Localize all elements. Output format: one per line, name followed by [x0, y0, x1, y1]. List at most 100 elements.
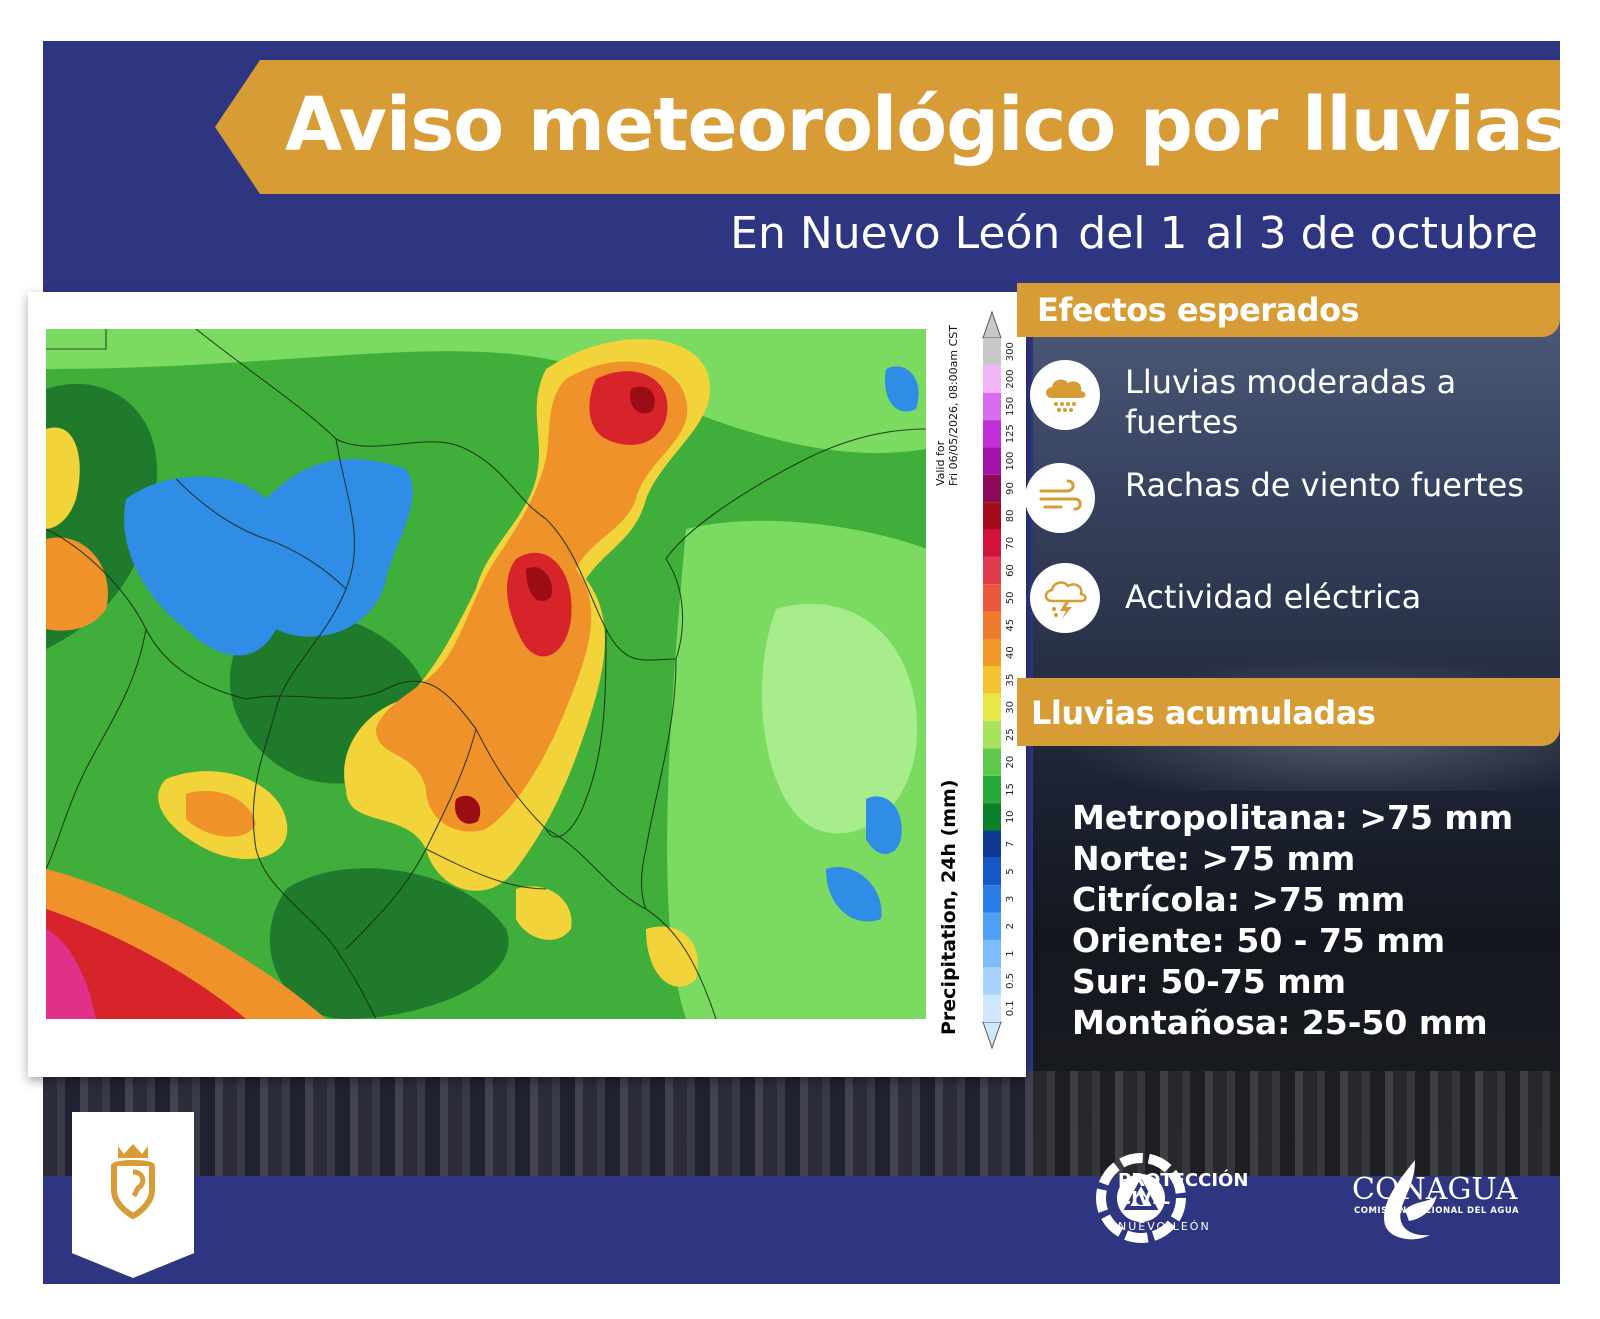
colorbar-swatch [983, 994, 1001, 1022]
map-orange-blob-west-inner [186, 790, 256, 837]
colorbar-swatch [983, 666, 1001, 694]
colorbar-swatch [983, 502, 1001, 530]
colorbar-tick-label: 200 [1005, 369, 1016, 388]
colorbar-swatch [983, 420, 1001, 448]
colorbar-swatch [983, 338, 1001, 366]
map-red-core-north [589, 371, 668, 445]
map-borders [46, 329, 926, 1019]
map-pale-green-east [761, 603, 918, 834]
map-blue-spot-ne [885, 366, 919, 412]
colorbar-tick-label: 50 [1005, 592, 1016, 605]
accumulated-header: Lluvias acumuladas [1017, 678, 1560, 746]
effect-item-storm: Actividad eléctrica [1030, 563, 1550, 643]
colorbar-swatch [983, 775, 1001, 804]
map-blue-region-north [124, 459, 413, 656]
colorbar-swatch [983, 803, 1001, 831]
map-southwest-magenta [46, 929, 96, 1019]
nuevo-leon-logo-icon [111, 1144, 155, 1220]
colorbar-swatch [983, 912, 1001, 940]
accumulated-header-text: Lluvias acumuladas [1031, 694, 1376, 732]
map-darkred-core-center [526, 567, 552, 602]
conagua-subtitle: COMISIÓN NACIONAL DEL AGUA [1354, 1206, 1520, 1216]
pc-subtitle: NUEVO LEÓN [1118, 1220, 1211, 1233]
colorbar-tick-label: 0.5 [1005, 973, 1016, 989]
colorbar-swatch [983, 392, 1001, 421]
accumulated-item: Citrícola: >75 mm [1072, 880, 1406, 919]
accumulated-item: Montañosa: 25-50 mm [1072, 1003, 1488, 1042]
colorbar-tick-label: 90 [1005, 482, 1016, 495]
colorbar-tick-label: 100 [1005, 452, 1016, 471]
colorbar-swatch [983, 748, 1001, 776]
effect-item-rain: Lluvias moderadas a fuertes [1030, 360, 1550, 441]
colorbar-swatch [983, 611, 1001, 639]
map-yellow-blob-se [646, 926, 698, 987]
wind-icon [1025, 463, 1095, 533]
colorbar-swatch [983, 638, 1001, 667]
colorbar-tick-label: 150 [1005, 397, 1016, 416]
colorbar-tick-label: 2 [1005, 923, 1016, 929]
subtitle-to: al 3 de octubre [1205, 208, 1538, 259]
colorbar-swatch [983, 939, 1001, 968]
colorbar-tick-label: 125 [1005, 424, 1016, 443]
conagua-logo-icon [1384, 1160, 1437, 1240]
colorbar-tick-label: 15 [1005, 783, 1016, 796]
rain-cloud-icon [1030, 360, 1100, 430]
accumulated-item: Norte: >75 mm [1072, 839, 1356, 878]
subtitle-from: del 1 [1078, 208, 1188, 259]
proteccion-civil-logo [1096, 1153, 1186, 1243]
colorbar-tick-label: 5 [1005, 868, 1016, 874]
colorbar-tick-label: 3 [1005, 896, 1016, 902]
page-title: Aviso meteorológico por lluvias [285, 82, 1567, 168]
effects-header-text: Efectos esperados [1037, 291, 1360, 329]
colorbar: 0.10.51235710152025303540455060708090100… [982, 310, 1016, 1050]
colorbar-swatch [983, 857, 1001, 886]
colorbar-tick-label: 70 [1005, 537, 1016, 550]
colorbar-tick-label: 30 [1005, 701, 1016, 714]
colorbar-tick-label: 35 [1005, 674, 1016, 687]
effect-label-rain: Lluvias moderadas a fuertes [1125, 363, 1457, 441]
city-skyline-photo [43, 1071, 1560, 1176]
map-darkred-core-south [455, 795, 481, 824]
accumulated-item: Metropolitana: >75 mm [1072, 798, 1514, 837]
effect-item-wind: Rachas de viento fuertes [1025, 463, 1550, 543]
colorbar-tick-label: 40 [1005, 646, 1016, 659]
effects-header: Efectos esperados [1017, 283, 1560, 337]
effect-label-wind: Rachas de viento fuertes [1125, 466, 1525, 504]
map-blue-spot-east [866, 796, 902, 854]
map-yellow-blob-south [516, 886, 572, 940]
colorbar-swatch [983, 556, 1001, 585]
colorbar-swatch [983, 365, 1001, 393]
colorbar-tick-label: 45 [1005, 619, 1016, 632]
colorbar-bottom-arrow [982, 1021, 1002, 1050]
map-southwest-red [46, 909, 246, 1019]
colorbar-swatch [983, 967, 1001, 995]
colorbar-swatch [983, 885, 1001, 913]
colorbar-tick-label: 10 [1005, 810, 1016, 823]
colorbar-swatch [983, 529, 1001, 557]
storm-sky-photo [1033, 321, 1560, 1176]
proteccion-civil-text: PROTECCIÓN CIVIL [1118, 1172, 1248, 1208]
pc-line-2: CIVIL [1118, 1188, 1171, 1209]
valid-line-1: Valid for [934, 440, 947, 487]
accumulated-item: Sur: 50-75 mm [1072, 962, 1347, 1001]
colorbar-tick-label: 7 [1005, 841, 1016, 847]
colorbar-swatch [983, 830, 1001, 858]
map-blue-spot-se [826, 867, 882, 922]
colorbar-tick-label: 25 [1005, 728, 1016, 741]
colorbar-swatch [983, 474, 1001, 503]
map-red-core-center [506, 552, 572, 657]
colorbar-tick-label: 80 [1005, 509, 1016, 522]
colorbar-swatch [983, 693, 1001, 722]
valid-time-label: Valid for Fri 06/05/2026, 08:00am CST [934, 325, 960, 486]
colorbar-swatch [983, 447, 1001, 475]
colorbar-tick-label: 20 [1005, 756, 1016, 769]
effect-label-storm: Actividad eléctrica [1125, 578, 1422, 616]
colorbar-swatch [983, 584, 1001, 612]
colorbar-label: Precipitation, 24h (mm) [938, 779, 960, 1035]
page-subtitle: En Nuevo León del 1 al 3 de octubre [730, 208, 1538, 259]
map-dark-green-south [269, 868, 509, 1019]
subtitle-place: En Nuevo León [730, 208, 1061, 259]
pc-line-1: PROTECCIÓN [1118, 1170, 1249, 1191]
accumulated-list: Metropolitana: >75 mm Norte: >75 mm Citr… [1072, 797, 1513, 1043]
colorbar-tick-label: 1 [1005, 950, 1016, 956]
